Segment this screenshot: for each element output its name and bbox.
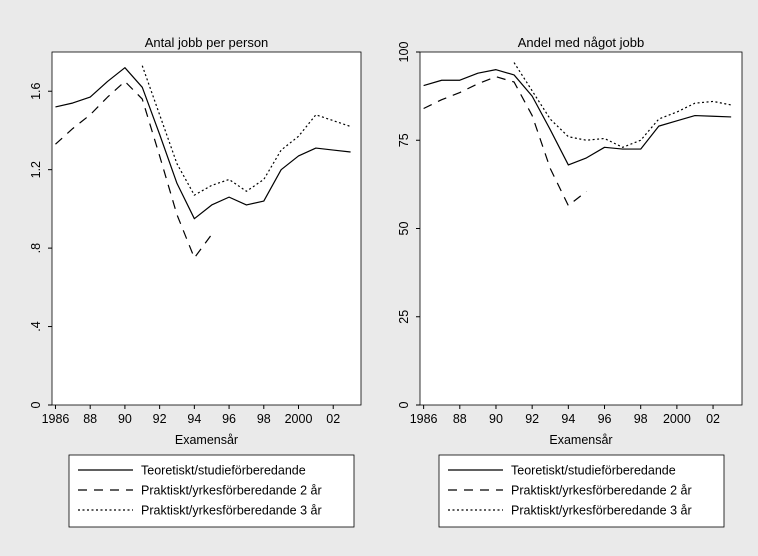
y-tick-label: 0 — [29, 401, 43, 408]
x-tick-label: 92 — [153, 412, 167, 426]
chart-title: Antal jobb per person — [145, 35, 269, 50]
chart-title: Andel med något jobb — [518, 35, 644, 50]
series-line-1 — [55, 67, 351, 220]
y-tick-label: 50 — [397, 222, 411, 236]
x-tick-label: 96 — [222, 412, 236, 426]
y-tick-label: 1.6 — [29, 82, 43, 99]
legend-label-2: Praktiskt/yrkesförberedande 2 år — [511, 484, 692, 498]
x-tick-label: 98 — [634, 412, 648, 426]
x-tick-label: 1986 — [410, 412, 438, 426]
y-tick-label: 1.2 — [29, 161, 43, 178]
x-tick-label: 02 — [326, 412, 340, 426]
x-tick-label: 2000 — [663, 412, 691, 426]
legend-label-2: Praktiskt/yrkesförberedande 2 år — [141, 484, 322, 498]
legend-label-3: Praktiskt/yrkesförberedande 3 år — [141, 504, 322, 518]
y-tick-label: 75 — [397, 133, 411, 147]
legend-label-1: Teoretiskt/studieförberedande — [511, 464, 676, 478]
x-tick-label: 90 — [118, 412, 132, 426]
y-tick-label: 100 — [397, 42, 411, 63]
x-tick-label: 92 — [525, 412, 539, 426]
x-tick-label: 90 — [489, 412, 503, 426]
y-tick-label: .8 — [29, 243, 43, 253]
y-tick-label: 25 — [397, 310, 411, 324]
legend-label-1: Teoretiskt/studieförberedande — [141, 464, 306, 478]
x-tick-label: 94 — [561, 412, 575, 426]
plot-area — [51, 51, 362, 406]
legend-box — [438, 454, 725, 528]
x-tick-label: 96 — [598, 412, 612, 426]
series-line-2 — [55, 80, 213, 259]
chart-panel-1: Antal jobb per person 0 .4 .8 1.2 1.6 1986 88 90… — [16, 17, 371, 538]
series-line-2 — [423, 76, 587, 207]
chart-panel-2: Andel med något jobb 0 25 50 75 100 1986 88 90 92… — [387, 17, 743, 538]
x-tick-label: 02 — [706, 412, 720, 426]
series-line-3 — [513, 62, 732, 148]
x-tick-label: 88 — [453, 412, 467, 426]
x-tick-label: 94 — [187, 412, 201, 426]
x-tick-label: 2000 — [285, 412, 313, 426]
y-tick-label: .4 — [29, 321, 43, 331]
x-tick-label: 98 — [257, 412, 271, 426]
series-line-3 — [141, 65, 351, 196]
y-tick-label: 0 — [397, 401, 411, 408]
x-axis-title: Examensår — [175, 433, 238, 447]
legend-box — [68, 454, 355, 528]
x-axis-title: Examensår — [549, 433, 612, 447]
x-tick-label: 1986 — [42, 412, 70, 426]
x-tick-label: 88 — [83, 412, 97, 426]
plot-area — [419, 51, 743, 406]
series-line-1 — [423, 69, 732, 166]
legend-label-3: Praktiskt/yrkesförberedande 3 år — [511, 504, 692, 518]
